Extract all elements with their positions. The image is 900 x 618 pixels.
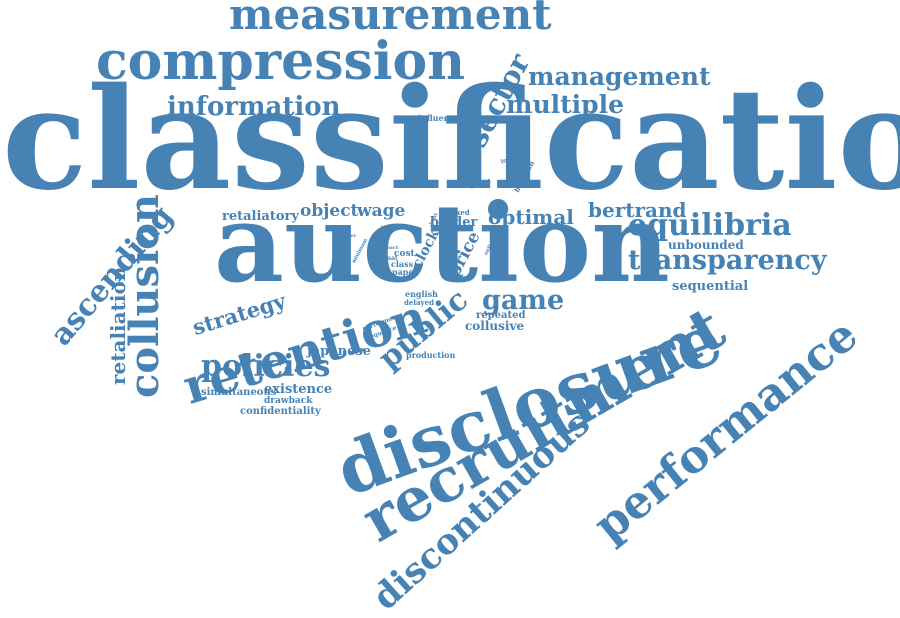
word: auction (214, 181, 670, 307)
word: immune (381, 225, 404, 231)
word: bertrand (588, 198, 687, 222)
word: bidder (430, 215, 478, 230)
word: collusive (465, 319, 525, 333)
word: game (482, 285, 565, 316)
word: classification (2, 58, 900, 222)
word: transparency (628, 245, 827, 276)
word: simultaneous (201, 387, 277, 398)
word: drawback (264, 396, 313, 406)
word: english (405, 289, 438, 299)
word: sequential (672, 279, 749, 294)
word: paper (392, 267, 418, 277)
word: class (391, 259, 414, 269)
word: delayed (404, 298, 434, 307)
word: optimal (488, 205, 574, 229)
word: retaliation (106, 266, 130, 385)
word: format (375, 255, 398, 262)
word: management (528, 62, 711, 91)
word: compression (96, 31, 466, 92)
word: cost (394, 249, 415, 259)
word: unbounded (668, 238, 744, 252)
word: lower (341, 233, 357, 239)
word: object (300, 201, 359, 221)
word: multiple (506, 90, 625, 119)
word: information (167, 92, 341, 122)
word: influence (418, 113, 460, 123)
word: wage (357, 201, 406, 221)
word: retaliatory (222, 209, 299, 224)
word: mixed (446, 208, 470, 217)
word: impact (379, 245, 399, 251)
word: confidentiality (240, 406, 321, 417)
word: existence (264, 382, 333, 397)
word: equilibria (628, 208, 792, 243)
word: measurement (229, 0, 552, 39)
word: collusion (121, 194, 168, 398)
word: other (374, 267, 390, 273)
word: policies (201, 349, 331, 384)
word: production (406, 350, 456, 360)
word: japanese (307, 344, 371, 359)
word: repeated (476, 310, 526, 321)
